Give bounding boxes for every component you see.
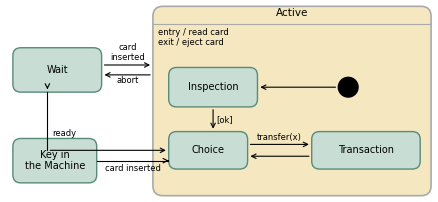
- Text: Choice: Choice: [191, 145, 224, 155]
- Text: [ok]: [ok]: [215, 115, 232, 124]
- Text: card
inserted: card inserted: [110, 43, 145, 62]
- Circle shape: [338, 77, 357, 97]
- Text: Inspection: Inspection: [187, 82, 238, 92]
- FancyBboxPatch shape: [168, 67, 257, 107]
- FancyBboxPatch shape: [168, 132, 247, 169]
- Text: Wait: Wait: [46, 65, 68, 75]
- Text: ready: ready: [52, 129, 76, 139]
- FancyBboxPatch shape: [311, 132, 419, 169]
- Text: entry / read card
exit / eject card: entry / read card exit / eject card: [158, 28, 228, 47]
- Text: abort: abort: [116, 76, 138, 85]
- FancyBboxPatch shape: [152, 6, 430, 196]
- Text: Key in
the Machine: Key in the Machine: [25, 150, 85, 171]
- FancyBboxPatch shape: [13, 139, 96, 183]
- Text: Active: Active: [275, 8, 307, 18]
- Text: card inserted: card inserted: [105, 164, 160, 173]
- Text: Transaction: Transaction: [337, 145, 393, 155]
- FancyBboxPatch shape: [13, 48, 102, 92]
- Text: transfer(x): transfer(x): [257, 134, 301, 142]
